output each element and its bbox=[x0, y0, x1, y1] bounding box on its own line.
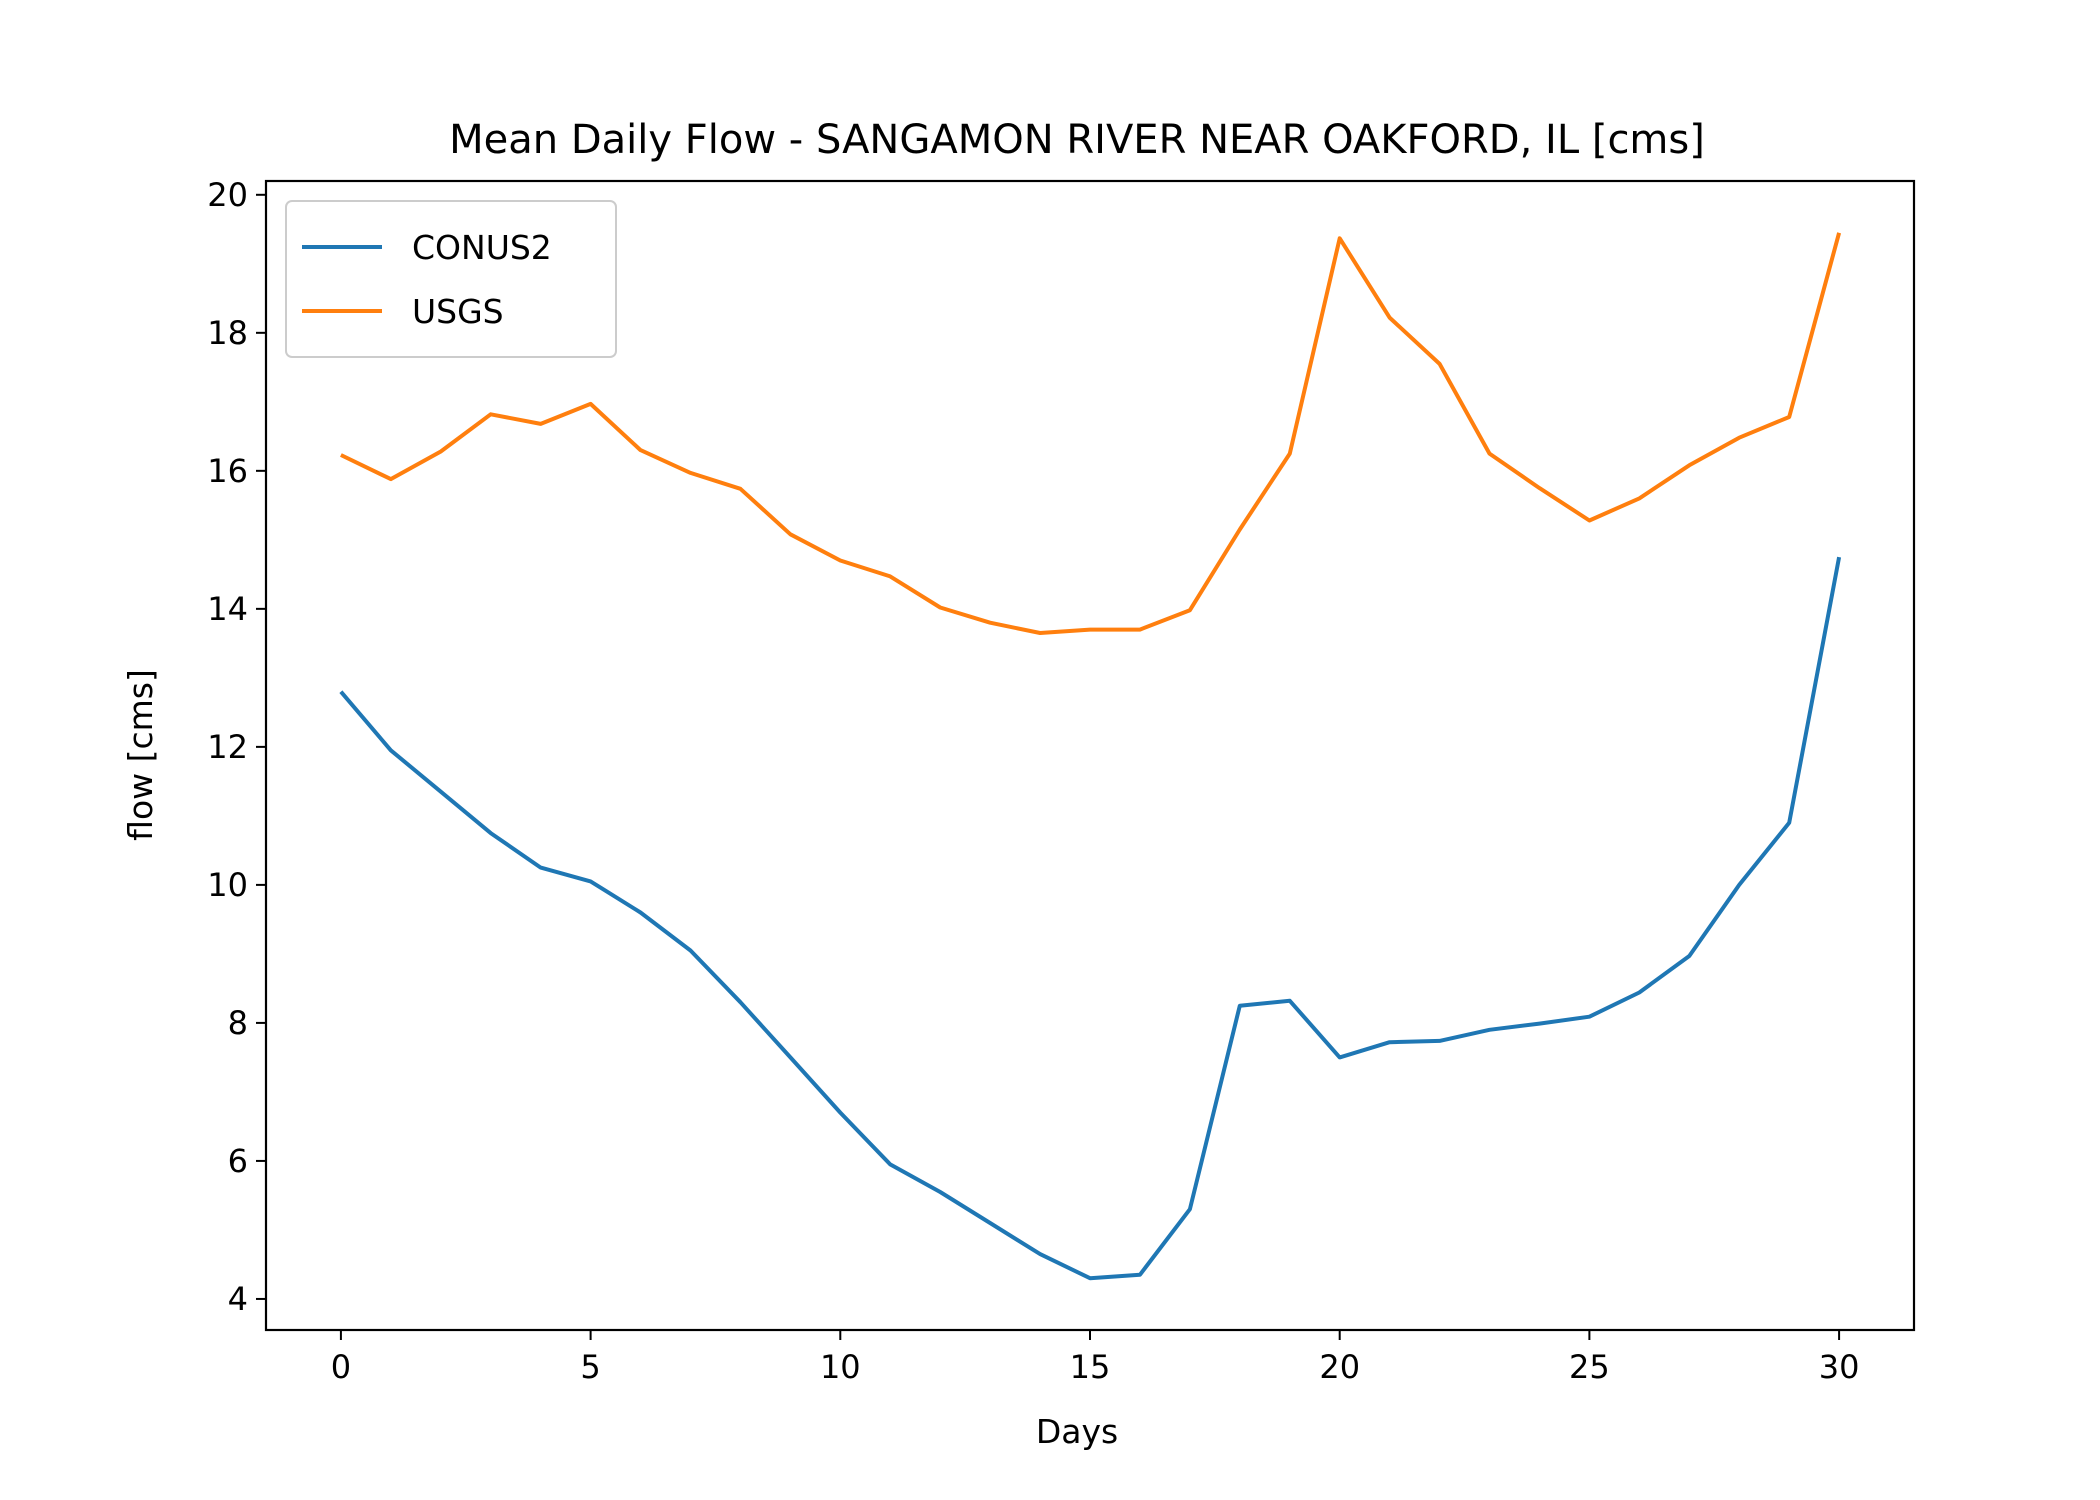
y-tick-label: 16 bbox=[207, 452, 248, 490]
x-tick-label: 25 bbox=[1569, 1348, 1610, 1386]
y-tick-label: 18 bbox=[207, 314, 248, 352]
series-line-conus2 bbox=[339, 556, 1842, 1281]
legend-label-usgs: USGS bbox=[412, 292, 504, 331]
x-tick-label: 10 bbox=[820, 1348, 861, 1386]
y-tick-label: 10 bbox=[207, 866, 248, 904]
y-tick-label: 12 bbox=[207, 728, 248, 766]
y-tick-label: 6 bbox=[228, 1142, 248, 1180]
y-axis-label: flow [cms] bbox=[121, 669, 160, 841]
legend-label-conus2: CONUS2 bbox=[412, 228, 552, 267]
x-tick-label: 20 bbox=[1319, 1348, 1360, 1386]
y-axis-ticks: 4 6 8 10 12 14 16 18 20 bbox=[207, 176, 266, 1318]
x-tick-label: 0 bbox=[331, 1348, 351, 1386]
x-tick-label: 15 bbox=[1070, 1348, 1111, 1386]
x-tick-label: 30 bbox=[1819, 1348, 1860, 1386]
y-tick-label: 4 bbox=[228, 1280, 248, 1318]
series-group bbox=[339, 232, 1842, 1281]
legend: CONUS2 USGS bbox=[285, 200, 617, 358]
legend-box bbox=[285, 200, 617, 358]
y-tick-label: 20 bbox=[207, 176, 248, 214]
y-tick-label: 8 bbox=[228, 1004, 248, 1042]
y-tick-label: 14 bbox=[207, 590, 248, 628]
series-line-usgs bbox=[340, 232, 1842, 635]
x-axis-label: Days bbox=[1036, 1412, 1118, 1451]
x-axis-ticks: 0 5 10 15 20 25 30 bbox=[331, 1330, 1860, 1386]
chart-title: Mean Daily Flow - SANGAMON RIVER NEAR OA… bbox=[449, 117, 1705, 163]
x-tick-label: 5 bbox=[580, 1348, 600, 1386]
